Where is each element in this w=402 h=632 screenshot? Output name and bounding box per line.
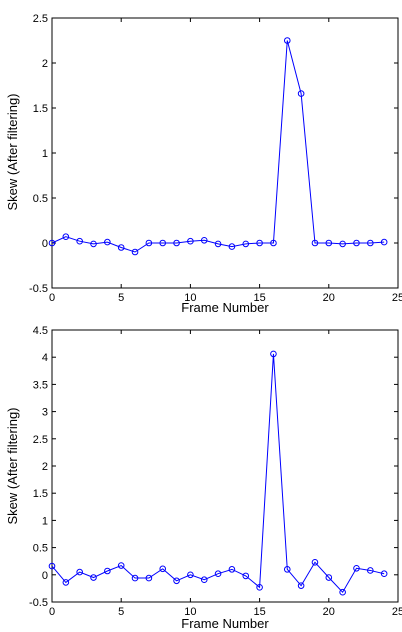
chart-bottom-data-point xyxy=(117,562,125,569)
chart-top-y-tick-label: 0.5 xyxy=(33,193,48,205)
chart-top-y-axis-label: Skew (After filtering) xyxy=(5,93,20,210)
chart-bottom-data-point xyxy=(325,574,333,581)
chart-top-data-point xyxy=(339,240,346,248)
chart-bottom-x-tick-label: 5 xyxy=(118,606,124,618)
chart-top-data-point xyxy=(90,240,97,248)
chart-bottom-y-tick-label: 3.5 xyxy=(33,379,48,391)
chart-top-data-point xyxy=(145,239,153,247)
chart-top-y-tick-label: 1 xyxy=(42,148,48,160)
chart-top-data-point xyxy=(76,237,83,245)
chart-bottom-data-point xyxy=(297,582,305,589)
chart-bottom-x-tick-label: 0 xyxy=(49,606,55,618)
chart-bottom-data-point xyxy=(283,566,291,573)
chart-bottom-y-tick-label: 1 xyxy=(42,515,48,527)
chart-bottom-y-tick-label: 2.5 xyxy=(33,434,48,446)
chart-top-data-point xyxy=(214,240,222,248)
chart-bottom-data-point xyxy=(214,570,222,578)
chart-top-data-point xyxy=(311,239,319,247)
chart-bottom-y-tick-label: 2 xyxy=(42,461,48,473)
chart-bottom-x-tick-label: 20 xyxy=(323,606,335,618)
chart-bottom-data-point xyxy=(242,572,250,580)
chart-bottom-data-point xyxy=(367,567,374,574)
chart-bottom-data-point xyxy=(173,577,180,585)
chart-bottom-x-tick-label: 25 xyxy=(392,606,402,618)
chart-bottom-data-point xyxy=(353,564,360,572)
chart-top-x-tick-label: 15 xyxy=(253,292,265,304)
chart-top-x-tick-label: 25 xyxy=(392,292,402,304)
chart-top-data-point xyxy=(187,237,194,245)
chart-bottom-data-point xyxy=(311,558,319,566)
chart-top-x-axis-label: Frame Number xyxy=(181,300,269,315)
chart-bottom-y-axis-label: Skew (After filtering) xyxy=(5,407,20,524)
chart-bottom-y-tick-label: 4 xyxy=(42,352,48,364)
chart-bottom-data-point xyxy=(104,567,111,575)
chart-bottom-data-point xyxy=(159,565,167,573)
chart-top-y-tick-label: 0 xyxy=(42,238,48,250)
chart-bottom-data-point xyxy=(145,574,153,582)
chart-top-data-point xyxy=(173,239,180,247)
chart-top-data-point xyxy=(131,248,139,256)
chart-top-y-tick-label: 1.5 xyxy=(33,103,48,115)
chart-bottom-data-point xyxy=(339,588,346,596)
chart-bottom-data-point xyxy=(48,562,56,570)
chart-bottom-x-tick-label: 15 xyxy=(253,606,265,618)
chart-bottom-data-point xyxy=(62,579,70,586)
chart-bottom-y-tick-label: -0.5 xyxy=(29,597,48,609)
chart-bottom-data-point xyxy=(228,566,236,573)
chart-top-data-point xyxy=(200,237,208,244)
chart-bottom-data-point xyxy=(270,350,277,358)
chart-top-x-tick-label: 5 xyxy=(118,292,124,304)
chart-top-data-point xyxy=(104,238,111,246)
chart-top-data-point xyxy=(228,243,236,250)
chart-bottom-data-point xyxy=(380,570,388,578)
chart-top-axes-box xyxy=(51,17,399,289)
chart-top-data-point xyxy=(256,239,263,247)
chart-top-data-point xyxy=(353,239,360,247)
chart-bottom-data-point xyxy=(76,568,83,576)
chart-bottom-data-point xyxy=(256,584,263,591)
chart-top-data-point xyxy=(380,238,388,246)
chart-top: Frame Number Skew (After filtering) 0 5 10… xyxy=(5,13,402,315)
chart-bottom-data-point xyxy=(90,574,97,581)
chart-top-x-tick-label: 20 xyxy=(323,292,335,304)
chart-top-x-tick-label: 10 xyxy=(184,292,196,304)
chart-top-series-line xyxy=(51,40,385,253)
chart-top-data-point xyxy=(297,90,305,97)
chart-top-y-tick-label: 2.5 xyxy=(33,13,48,25)
chart-top-data-point xyxy=(117,244,125,251)
chart-bottom-y-tick-label: 1.5 xyxy=(33,488,48,500)
chart-top-data-point xyxy=(283,37,291,44)
chart-bottom-x-axis-label: Frame Number xyxy=(181,616,269,631)
chart-bottom-series-line xyxy=(51,353,385,594)
chart-bottom-y-tick-label: 0 xyxy=(42,570,48,582)
chart-top-data-point xyxy=(48,239,56,247)
chart-top-y-tick-label: 2 xyxy=(42,58,48,70)
chart-top-data-point xyxy=(159,239,167,247)
chart-bottom-data-point xyxy=(200,576,208,583)
chart-top-data-point xyxy=(270,239,277,247)
chart-top-data-point xyxy=(325,239,333,247)
chart-top-x-tick-label: 0 xyxy=(49,292,55,304)
chart-top-y-tick-label: -0.5 xyxy=(29,283,48,295)
chart-top-data-point xyxy=(367,239,374,247)
chart-bottom: Frame Number Skew (After filtering) 0 5 10… xyxy=(5,325,402,631)
chart-bottom-y-tick-label: 0.5 xyxy=(33,543,48,555)
chart-bottom-data-point xyxy=(187,571,194,579)
chart-bottom-x-tick-label: 10 xyxy=(184,606,196,618)
chart-bottom-y-tick-label: 4.5 xyxy=(33,325,48,337)
chart-top-data-point xyxy=(242,240,250,248)
chart-bottom-y-tick-label: 3 xyxy=(42,407,48,419)
chart-bottom-axes-box xyxy=(51,329,399,603)
chart-top-data-point xyxy=(62,233,70,240)
chart-bottom-data-point xyxy=(131,574,139,582)
